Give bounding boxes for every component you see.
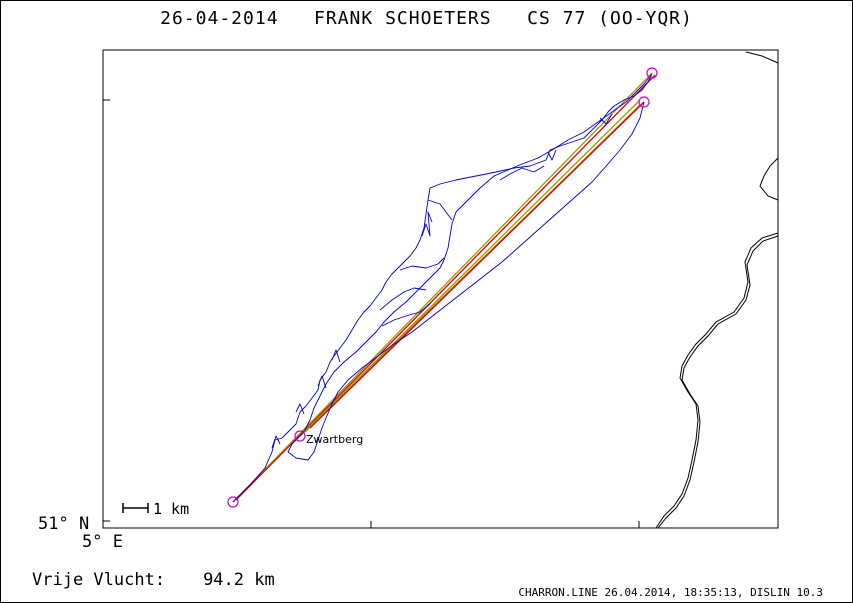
track-segment-outbound (232, 73, 653, 503)
turnpoint-zwartberg (294, 430, 306, 442)
track-segment-thermals (379, 113, 613, 327)
distance-row: Vrije Vlucht: 94.2 km (32, 570, 313, 590)
task-leg-red-1 (235, 74, 656, 501)
flight-date: 26-04-2014 (160, 8, 279, 29)
latitude-label: 51° N (38, 514, 90, 534)
country-border (655, 51, 779, 529)
turnpoints (227, 67, 658, 508)
footer-credit: CHARRON.LINE 26.04.2014, 18:35:13, DISLI… (518, 586, 823, 599)
task-leg-olive-3 (299, 99, 641, 437)
glider-id: CS 77 (OO-YQR) (527, 8, 693, 29)
scale-bar-label: 1 km (153, 500, 190, 518)
task-leg-olive-1 (232, 72, 653, 503)
flight-track (232, 73, 653, 503)
longitude-label: 5° E (82, 532, 123, 552)
scale-bar (122, 503, 149, 513)
place-label-zwartberg: Zwartberg (306, 433, 364, 446)
track-segment-second-leg (287, 101, 645, 461)
track-segment-return (299, 73, 653, 437)
turnpoint-start (227, 496, 239, 508)
distance-label: Vrije Vlucht: (32, 570, 166, 590)
distance-value: 94.2 km (203, 570, 275, 590)
track-segment-climbs (271, 211, 433, 449)
task-leg-red-3 (309, 101, 645, 429)
pilot-name: FRANK SCHOETERS (314, 8, 492, 29)
flight-title: 26-04-2014 FRANK SCHOETERS CS 77 (OO-YQR… (0, 8, 853, 29)
plot-border (102, 49, 779, 529)
turnpoint-north-2 (638, 96, 650, 108)
turnpoint-north-1 (646, 67, 658, 79)
task-lines (232, 72, 656, 503)
axis-ticks (103, 99, 640, 528)
